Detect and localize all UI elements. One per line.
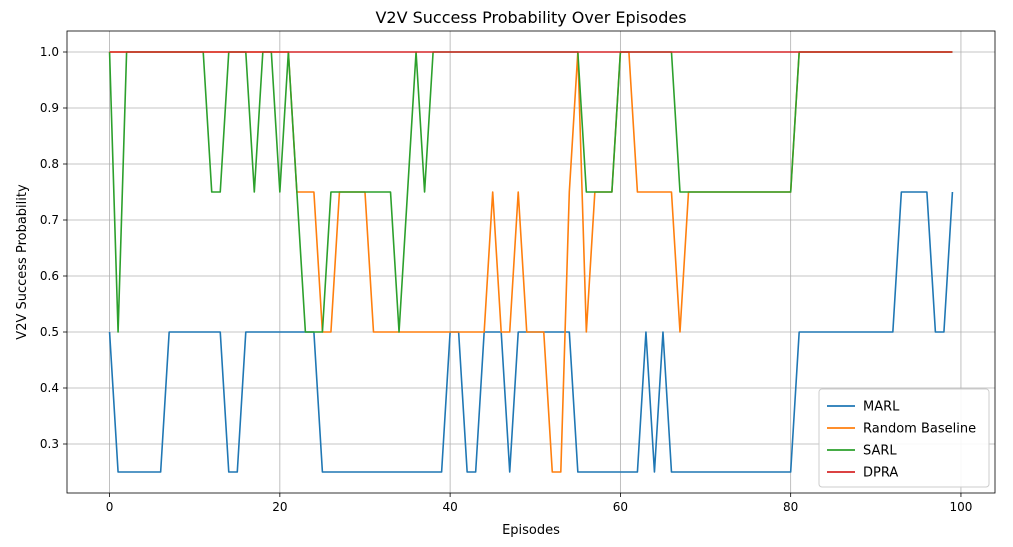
- y-tick-label: 0.6: [40, 269, 59, 283]
- legend: MARL Random Baseline SARL DPRA: [818, 388, 990, 488]
- plot-frame: [66, 30, 996, 494]
- x-tick-label: 80: [783, 500, 798, 514]
- legend-label: MARL: [863, 400, 900, 415]
- x-tick-label: 0: [106, 500, 114, 514]
- x-tick-label: 100: [949, 500, 972, 514]
- y-tick-label: 0.9: [40, 101, 59, 115]
- y-tick-label: 0.5: [40, 325, 59, 339]
- axis-ticks: 0 20 40 60 80 100 0.3 0.4 0.5 0.6 0.7 0.8 0.9 1.0: [40, 45, 972, 514]
- y-axis-label: V2V Success Probability: [15, 184, 30, 340]
- y-tick-label: 0.8: [40, 157, 59, 171]
- chart-title: V2V Success Probability Over Episodes: [375, 8, 686, 27]
- x-tick-label: 20: [272, 500, 287, 514]
- series-line-sarl: [108, 51, 953, 333]
- x-tick-label: 60: [613, 500, 628, 514]
- series-lines: [108, 51, 954, 473]
- legend-label: SARL: [863, 444, 897, 459]
- y-tick-label: 0.7: [40, 213, 59, 227]
- legend-box: [818, 388, 990, 488]
- y-tick-label: 0.4: [40, 381, 59, 395]
- x-tick-label: 40: [442, 500, 457, 514]
- legend-label: DPRA: [863, 466, 898, 481]
- y-tick-label: 0.3: [40, 437, 59, 451]
- y-tick-label: 1.0: [40, 45, 59, 59]
- x-axis-label: Episodes: [502, 523, 560, 538]
- legend-label: Random Baseline: [863, 422, 976, 437]
